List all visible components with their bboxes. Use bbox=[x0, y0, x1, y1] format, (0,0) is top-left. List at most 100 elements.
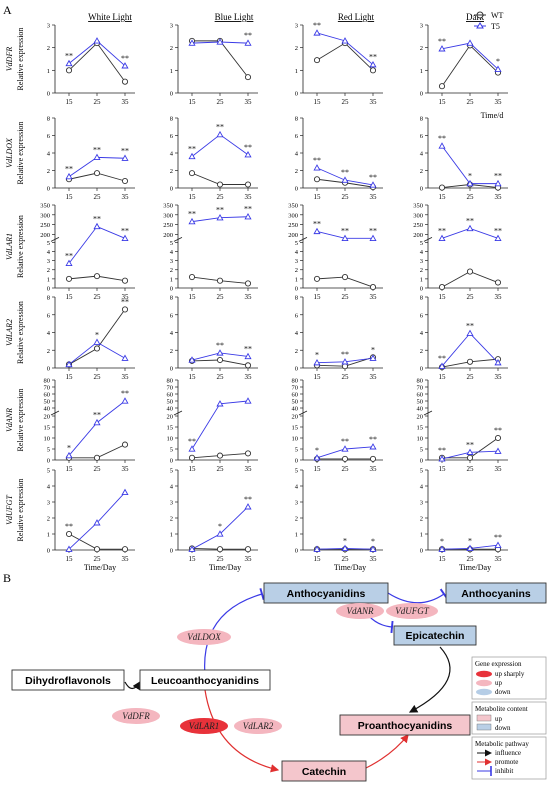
y-tick-label-vdlar1-1: 1 bbox=[170, 276, 173, 283]
arrow-dihydro-to-leuco bbox=[124, 680, 141, 691]
axis-break-vdanr-0 bbox=[50, 410, 60, 416]
x-tick-label-vdufgt-1: 15 bbox=[189, 555, 197, 563]
x-tick-label-vdufgt-3: 25 bbox=[467, 555, 475, 563]
x-tick-label-vddfr-1: 15 bbox=[189, 98, 197, 106]
point-t5-vdlar1-2-1 bbox=[341, 234, 349, 241]
y-tick-label-vdufgt-2: 4 bbox=[295, 484, 299, 491]
y-tick-label-vdlar1-1: 250 bbox=[163, 222, 173, 229]
y-tick-label-vdlar2-2: 2 bbox=[295, 348, 298, 355]
y-tick-label-vdlar1-0: 200 bbox=[40, 232, 50, 239]
significance-vdlar2-1-2: ** bbox=[244, 344, 252, 353]
y-tick-label-vdanr-3: 0 bbox=[420, 458, 423, 465]
axis-break-vdlar1-2 bbox=[298, 236, 308, 242]
axis-break-vdlar1-1 bbox=[173, 236, 183, 242]
y-axis-title-vdufgt: Relative expression bbox=[16, 479, 25, 542]
y-axis-title-vddfr: Relative expression bbox=[16, 28, 25, 91]
y-tick-label-vddfr-2: 2 bbox=[295, 45, 298, 52]
y-tick-label-vdufgt-1: 4 bbox=[170, 484, 174, 491]
x-tick-label-vddfr-2: 25 bbox=[342, 98, 350, 106]
point-t5-vddfr-3-2 bbox=[494, 65, 502, 72]
y-tick-label-vdufgt-3: 3 bbox=[420, 500, 423, 507]
point-wt-vdldox-0-1 bbox=[93, 170, 101, 177]
significance-vdanr-2-2: ** bbox=[369, 435, 377, 444]
line-wt-vddfr-1 bbox=[192, 40, 249, 78]
x-tick-label-vdlar2-3: 15 bbox=[439, 373, 447, 381]
gene-vddfr: VdDFR bbox=[122, 711, 150, 721]
y-tick-label-vdlar1-3: 300 bbox=[413, 212, 423, 219]
gene-vdlar1: VdLAR1 bbox=[189, 721, 220, 731]
point-wt-vdlar1-0-1 bbox=[93, 273, 101, 280]
y-tick-label-vdanr-0: 70 bbox=[44, 385, 51, 392]
x-tick-label-vddfr-3: 35 bbox=[495, 98, 503, 106]
x-tick-label-vdldox-2: 15 bbox=[314, 193, 322, 201]
legend-up-sharply-icon bbox=[476, 670, 492, 678]
point-t5-vdlar2-3-1 bbox=[466, 329, 474, 337]
y-tick-label-vdanr-2: 60 bbox=[292, 392, 299, 399]
y-tick-label-vdlar2-1: 4 bbox=[170, 330, 174, 337]
y-tick-label-vdufgt-2: 1 bbox=[295, 532, 298, 539]
point-wt-vdldox-1-1 bbox=[216, 181, 224, 188]
point-t5-vddfr-3-0 bbox=[438, 45, 446, 52]
y-tick-label-vdlar2-3: 8 bbox=[420, 295, 423, 302]
significance-vdldox-3-2: ** bbox=[494, 172, 502, 181]
condition-title-blue: Blue Light bbox=[215, 12, 254, 22]
point-wt-vdldox-1-2 bbox=[244, 181, 252, 188]
axis-break-vdanr-3 bbox=[423, 410, 433, 416]
point-t5-vdufgt-3-2 bbox=[494, 541, 502, 548]
point-t5-vdufgt-1-2 bbox=[244, 503, 252, 510]
significance-vdldox-1-2: ** bbox=[244, 143, 252, 152]
x-tick-label-vdanr-0: 35 bbox=[122, 465, 130, 473]
gene-vdldox-badge bbox=[177, 629, 231, 645]
point-t5-vddfr-3-1 bbox=[466, 39, 474, 46]
point-t5-vdlar2-2-0 bbox=[313, 358, 321, 366]
y-tick-label-vdufgt-2: 0 bbox=[295, 548, 298, 555]
point-t5-vdlar1-0-1 bbox=[93, 222, 101, 230]
point-t5-vddfr-0-1 bbox=[93, 37, 101, 44]
significance-vdlar1-2-2: ** bbox=[369, 226, 377, 235]
x-tick-label-vdlar1-2: 25 bbox=[342, 293, 350, 301]
y-tick-label-vdanr-2: 80 bbox=[292, 378, 299, 385]
point-wt-vdlar1-1-2 bbox=[244, 280, 252, 287]
significance-vdufgt-2-1: * bbox=[343, 536, 347, 545]
y-tick-label-vdlar1-2: 3 bbox=[295, 258, 298, 265]
point-wt-vdufgt-0-2 bbox=[121, 546, 129, 553]
point-t5-vdldox-0-0 bbox=[65, 172, 73, 180]
significance-vdufgt-3-1: * bbox=[468, 536, 472, 545]
y-tick-label-vdlar2-0: 0 bbox=[47, 366, 50, 373]
line-wt-vddfr-3 bbox=[441, 44, 499, 87]
x-tick-label-vdufgt-3: 15 bbox=[439, 555, 447, 563]
significance-vdldox-1-1: ** bbox=[216, 123, 224, 132]
node-dihydroflavonols: Dihydroflavonols bbox=[25, 675, 111, 687]
point-wt-vdanr-1-1 bbox=[216, 452, 224, 459]
significance-vdanr-0-1: ** bbox=[93, 411, 101, 420]
arrow-anthocyanidins-to-anthocyanins bbox=[387, 588, 449, 604]
x-tick-label-vdanr-3: 15 bbox=[439, 465, 447, 473]
point-wt-vdlar1-3-2 bbox=[494, 279, 502, 286]
significance-vdufgt-3-2: ** bbox=[494, 533, 502, 542]
y-tick-label-vdanr-1: 60 bbox=[167, 392, 174, 399]
x-tick-label-vddfr-2: 15 bbox=[314, 98, 322, 106]
point-wt-vdlar2-0-2 bbox=[121, 306, 129, 313]
y-gene-vdufgt: VdUFGT bbox=[5, 495, 14, 525]
node-epicatechin: Epicatechin bbox=[406, 630, 465, 642]
y-tick-label-vdldox-1: 6 bbox=[170, 133, 174, 140]
x-tick-label-vdanr-3: 25 bbox=[467, 465, 475, 473]
x-tick-label-vdlar2-0: 25 bbox=[94, 373, 102, 381]
y-tick-label-vdldox-3: 0 bbox=[420, 186, 423, 193]
significance-vdlar1-1-0: ** bbox=[188, 210, 196, 219]
y-tick-label-vdanr-0: 60 bbox=[44, 392, 51, 399]
legend-inhibit: inhibit bbox=[495, 767, 513, 775]
point-wt-vdufgt-0-0 bbox=[65, 530, 73, 538]
node-anthocyanins-box bbox=[445, 582, 547, 604]
y-tick-label-vddfr-3: 1 bbox=[420, 68, 423, 75]
y-tick-label-vdlar1-2: 350 bbox=[288, 203, 298, 210]
x-tick-label-vdlar1-1: 15 bbox=[189, 293, 197, 301]
point-wt-vddfr-0-2 bbox=[121, 78, 129, 85]
point-t5-vddfr-2-1 bbox=[341, 37, 349, 44]
point-t5-vdlar1-1-1 bbox=[216, 213, 224, 221]
point-t5-vdlar2-1-0 bbox=[188, 356, 196, 363]
y-tick-label-vdlar1-2: 250 bbox=[288, 222, 298, 229]
axis-break-vdanr-1 bbox=[173, 410, 183, 416]
y-tick-label-vdlar2-2: 6 bbox=[295, 312, 299, 319]
